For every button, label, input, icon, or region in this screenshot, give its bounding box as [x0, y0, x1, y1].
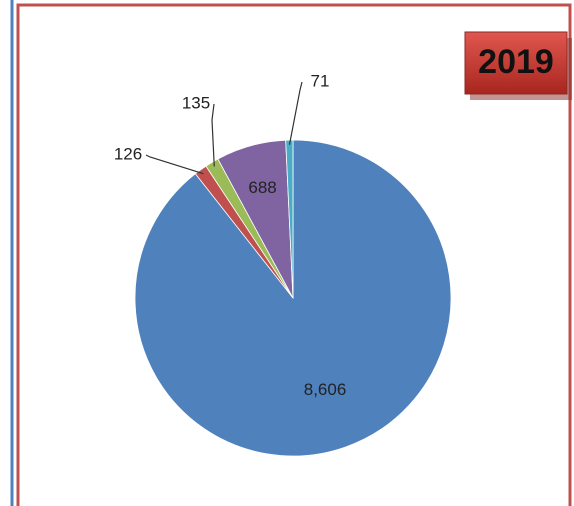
data-label: 126	[114, 144, 142, 163]
leader-line	[211, 103, 215, 167]
leader-line	[288, 81, 303, 145]
leader-line	[145, 154, 204, 175]
pie-slice	[285, 139, 294, 299]
chart-title: 2019	[478, 43, 554, 81]
data-label: 135	[182, 93, 210, 112]
data-label: 71	[311, 71, 330, 90]
data-label: 688	[248, 178, 276, 197]
title-badge	[464, 31, 568, 95]
data-label: 8,606	[304, 380, 347, 399]
